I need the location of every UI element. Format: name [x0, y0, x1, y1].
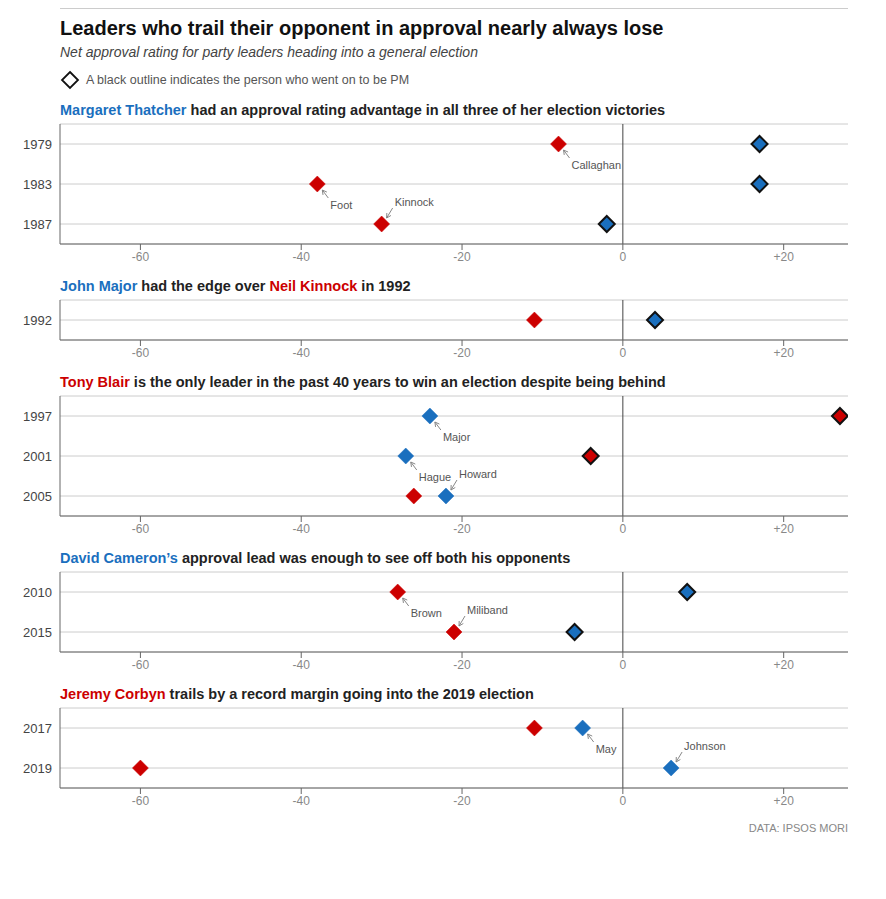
svg-text:1997: 1997: [23, 409, 52, 424]
svg-text:-20: -20: [453, 250, 471, 264]
svg-text:-20: -20: [453, 794, 471, 808]
svg-text:0: 0: [620, 522, 627, 536]
svg-text:2005: 2005: [23, 489, 52, 504]
svg-text:0: 0: [620, 658, 627, 672]
html-text:Net approval rating for party: Net approval rating for party leaders he…: [60, 44, 478, 60]
svg-text:-20: -20: [453, 658, 471, 672]
svg-text:-60: -60: [132, 658, 150, 672]
html-text:A black outline indicates the: A black outline indicates the person who…: [86, 73, 410, 87]
html-text:DATA: IPSOS MORI: DATA: IPSOS MORI: [748, 822, 848, 834]
svg-text:-40: -40: [293, 522, 311, 536]
svg-text:-40: -40: [293, 658, 311, 672]
svg-text:-40: -40: [293, 346, 311, 360]
svg-text:Hague: Hague: [419, 471, 451, 483]
svg-text:-60: -60: [132, 346, 150, 360]
svg-text:Howard: Howard: [459, 468, 497, 480]
svg-text:Foot: Foot: [330, 199, 352, 211]
svg-text:2001: 2001: [23, 449, 52, 464]
svg-text:-60: -60: [132, 522, 150, 536]
svg-text:Brown: Brown: [411, 607, 442, 619]
svg-text:0: 0: [620, 346, 627, 360]
svg-text:+20: +20: [773, 346, 794, 360]
svg-text:2019: 2019: [23, 761, 52, 776]
svg-text:2015: 2015: [23, 625, 52, 640]
svg-text:1983: 1983: [23, 177, 52, 192]
svg-text:-60: -60: [132, 794, 150, 808]
html-text:Jeremy Corbyn trails by a reco: Jeremy Corbyn trails by a record margin …: [60, 686, 534, 702]
html-text:David Cameron’s approval lead: David Cameron’s approval lead was enough…: [60, 550, 571, 566]
html-text:Margaret Thatcher had an appro: Margaret Thatcher had an approval rating…: [60, 102, 666, 118]
svg-text:+20: +20: [773, 658, 794, 672]
svg-text:2017: 2017: [23, 721, 52, 736]
svg-text:Miliband: Miliband: [467, 604, 508, 616]
html-text:Tony Blair is the only leader: Tony Blair is the only leader in the pas…: [60, 374, 666, 390]
svg-text:-60: -60: [132, 250, 150, 264]
svg-text:2010: 2010: [23, 585, 52, 600]
svg-text:0: 0: [620, 794, 627, 808]
html-text:Leaders who trail their oppone: Leaders who trail their opponent in appr…: [60, 17, 664, 39]
svg-text:-40: -40: [293, 250, 311, 264]
svg-text:-20: -20: [453, 346, 471, 360]
svg-text:1987: 1987: [23, 217, 52, 232]
svg-text:+20: +20: [773, 250, 794, 264]
svg-text:Johnson: Johnson: [684, 740, 726, 752]
svg-text:1979: 1979: [23, 137, 52, 152]
svg-text:1992: 1992: [23, 313, 52, 328]
svg-text:+20: +20: [773, 522, 794, 536]
svg-text:0: 0: [620, 250, 627, 264]
svg-text:Callaghan: Callaghan: [572, 159, 622, 171]
svg-text:-40: -40: [293, 794, 311, 808]
html-text:John Major had the edge over N: John Major had the edge over Neil Kinnoc…: [60, 278, 411, 294]
svg-text:+20: +20: [773, 794, 794, 808]
svg-text:Major: Major: [443, 431, 471, 443]
svg-text:May: May: [596, 743, 617, 755]
svg-text:Kinnock: Kinnock: [395, 196, 435, 208]
svg-text:-20: -20: [453, 522, 471, 536]
